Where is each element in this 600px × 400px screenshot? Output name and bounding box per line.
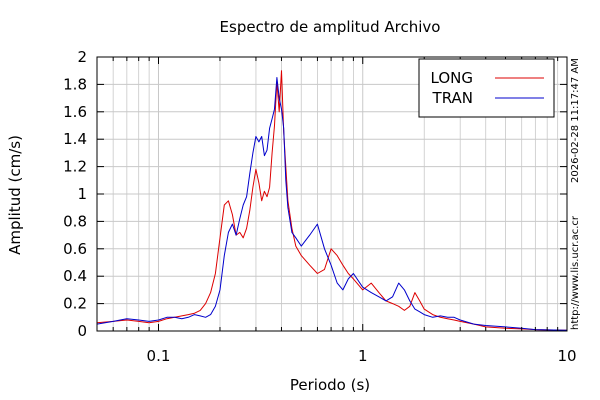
series-line-tran (96, 77, 568, 331)
y-tick-label: 1.2 (63, 158, 87, 176)
y-tick-label: 2 (77, 48, 87, 66)
legend: LONG TRAN (418, 58, 555, 118)
chart-title: Espectro de amplitud Archivo (220, 18, 441, 36)
y-tick-label: 0 (77, 322, 87, 340)
x-axis-label: Periodo (s) (290, 376, 370, 394)
y-tick-label: 1.6 (63, 103, 87, 121)
y-axis-label: Amplitud (cm/s) (6, 135, 24, 255)
x-tick-label: 10 (557, 347, 576, 365)
source-url-text: http://www.lis.ucr.ac.cr (570, 215, 581, 330)
y-tick-label: 0.8 (63, 212, 87, 230)
legend-box (418, 58, 555, 118)
y-tick-label: 1 (77, 185, 87, 203)
y-tick-label: 0.4 (63, 267, 87, 285)
timestamp-text: 2026-02-28 11:17:47 AM (570, 58, 581, 183)
x-tick-label: 0.1 (147, 347, 171, 365)
y-tick-label: 1.8 (63, 75, 87, 93)
legend-label-long: LONG (431, 69, 473, 87)
x-tick-label: 1 (358, 347, 368, 365)
plot-frame (96, 56, 568, 332)
grid (96, 56, 567, 332)
series-layer (96, 70, 568, 331)
legend-label-tran: TRAN (432, 89, 473, 107)
y-tick-label: 1.4 (63, 130, 87, 148)
axes: 0 0.2 0.4 0.6 0.8 1 1.2 1.4 1.6 1.8 2 0.1 1 10 (63, 48, 576, 365)
y-tick-label: 0.2 (63, 295, 87, 313)
y-tick-label: 0.6 (63, 240, 87, 258)
